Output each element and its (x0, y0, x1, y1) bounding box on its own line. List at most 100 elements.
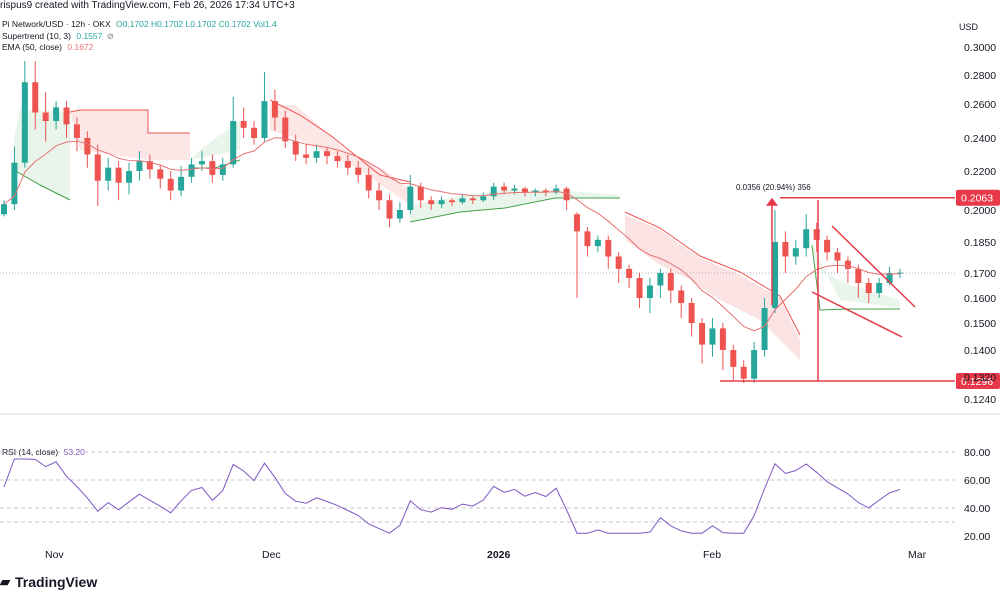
grid-lines (0, 272, 1000, 415)
candle-body (605, 239, 612, 257)
candle-body (584, 231, 591, 247)
time-tick-label: Feb (703, 549, 721, 561)
price-tick-label: 0.2400 (964, 133, 996, 145)
candle-body (105, 167, 112, 181)
supertrend-value: 0.1557 (76, 31, 103, 41)
candle-body (563, 188, 570, 201)
candle-body (459, 198, 466, 203)
candle-body (240, 121, 247, 128)
brand-name: TradingView (15, 574, 98, 590)
supertrend-line-8 (811, 244, 900, 311)
supertrend-line-7 (624, 211, 801, 336)
candle-body (709, 328, 716, 345)
candle-body (469, 198, 476, 201)
candle-body (813, 229, 820, 240)
candle-body (542, 190, 549, 193)
candle-body (771, 242, 778, 308)
supertrend-line-5 (409, 197, 620, 223)
supertrend-fill-3 (190, 120, 240, 160)
price-tick-label: 0.1850 (964, 237, 996, 249)
candle-body (865, 283, 872, 293)
price-tag-label: 0.2063 (961, 193, 993, 205)
price-tick-label: 0.3000 (964, 42, 996, 54)
candle-body (824, 239, 831, 253)
candle-body (94, 154, 101, 181)
candle-body (209, 161, 216, 175)
candle-body (84, 138, 91, 155)
candle-body (63, 107, 70, 125)
price-tick-label: 0.1240 (964, 394, 996, 406)
chart-drawings: 0.0356 (20.94%) 356 0.2063 0.1296 (720, 183, 1000, 389)
ema-legend[interactable]: EMA (50, close) 0.1672 (2, 42, 93, 52)
candle-body (532, 190, 539, 193)
candle-body (386, 200, 393, 219)
candle-body (251, 127, 258, 138)
candle-body (730, 350, 737, 367)
price-tag-bg (956, 189, 1000, 206)
candle-body (594, 239, 601, 247)
candle-body (876, 283, 883, 293)
candle-body (1, 204, 7, 215)
time-tick-label: Dec (262, 549, 281, 561)
candle-body (751, 350, 758, 379)
candle-body (438, 200, 445, 205)
candle-body (313, 151, 320, 158)
candle-body (417, 186, 424, 201)
candle-body (761, 308, 768, 350)
candlesticks (1, 61, 903, 383)
channel-lower-line (811, 291, 903, 338)
supertrend-fill-7 (625, 215, 800, 360)
candle-body (636, 278, 643, 298)
measure-arrow-head (766, 197, 778, 206)
price-tick-label: 0.1500 (964, 318, 996, 330)
candle-body (167, 178, 174, 191)
candle-body (678, 290, 685, 303)
candle-body (11, 162, 18, 205)
tradingview-logo-icon: ▰ (0, 574, 10, 589)
price-tick-label: 0.2800 (964, 70, 996, 82)
time-axis: Nov Dec 2026 Feb Mar (45, 549, 927, 561)
candle-body (553, 188, 560, 193)
candle-body (303, 154, 310, 158)
price-tag-label: 0.1296 (961, 376, 993, 388)
time-tick-label: 2026 (487, 549, 511, 561)
rsi-tick-label: 20.00 (964, 531, 990, 543)
candle-body (792, 248, 799, 257)
candle-body (21, 82, 28, 163)
settings-icon[interactable]: ⊘ (106, 31, 114, 41)
candle-body (646, 285, 653, 298)
candle-body (323, 151, 330, 157)
ema-value: 0.1672 (67, 42, 94, 52)
candle-body (574, 214, 581, 232)
candle-body (501, 186, 508, 191)
candle-body (396, 210, 403, 219)
candle-body (803, 229, 810, 249)
candle-body (626, 268, 633, 278)
candle-body (32, 82, 39, 113)
candle-body (844, 260, 851, 269)
price-tick-label: 0.2200 (964, 166, 996, 178)
candle-body (261, 101, 268, 138)
supertrend-legend[interactable]: Supertrend (10, 3) 0.1557 ⊘ (2, 31, 114, 42)
price-tick-label: 0.1320 (964, 372, 996, 384)
candle-body (657, 273, 664, 286)
candle-body (136, 161, 143, 171)
candle-body (219, 164, 226, 175)
ema-label: EMA (50, close) (2, 42, 62, 52)
candle-body (449, 200, 455, 203)
candle-body (188, 164, 195, 177)
channel-upper-line (831, 225, 916, 308)
price-tick-label: 0.2000 (964, 205, 996, 217)
symbol-label[interactable]: Pi Network/USD · 12h · OKX (2, 19, 111, 29)
time-tick-label: Nov (45, 549, 64, 561)
brand-logo: ▰ TradingView (0, 574, 97, 590)
supertrend-fill-8 (812, 245, 900, 308)
candle-body (115, 167, 122, 183)
price-tick-label: 0.1600 (964, 293, 996, 305)
candle-body (157, 169, 164, 179)
candle-body (667, 273, 674, 291)
candle-body (521, 188, 528, 193)
time-tick-label: Mar (908, 549, 927, 561)
candle-body (126, 171, 133, 183)
